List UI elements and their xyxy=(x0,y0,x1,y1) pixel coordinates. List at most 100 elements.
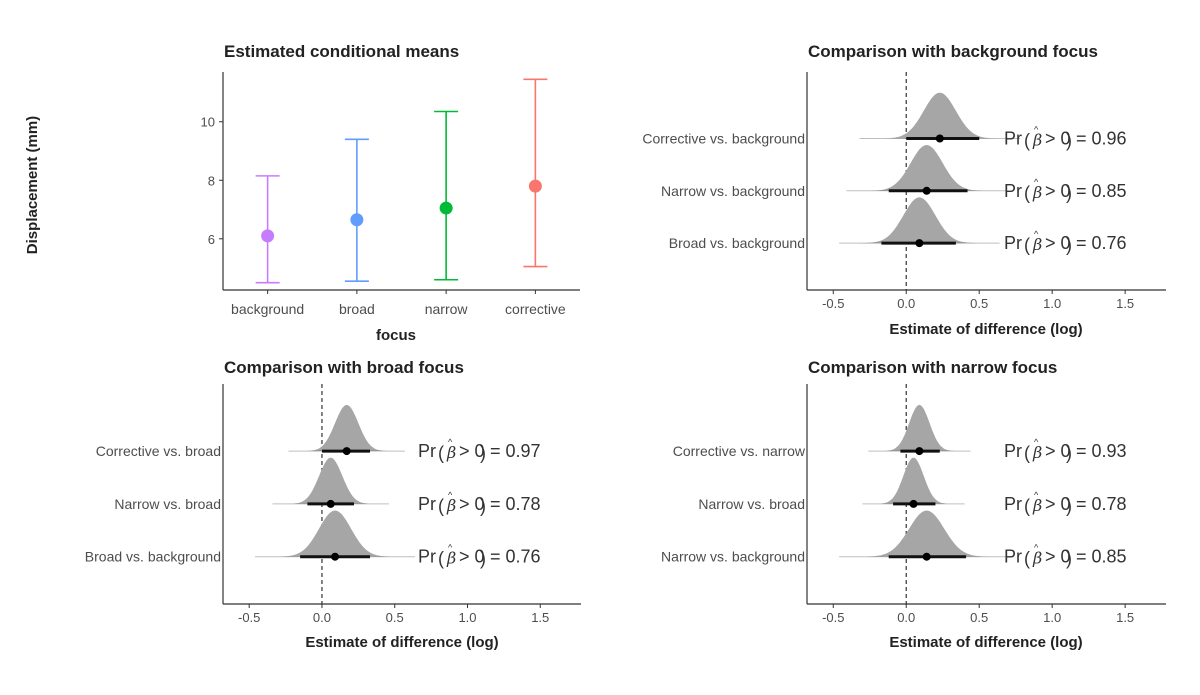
y-tick-label: 6 xyxy=(208,232,215,247)
row-label: Narrow vs. background xyxy=(661,549,805,565)
y-tick-label: 10 xyxy=(201,115,215,130)
beta-symbol: β xyxy=(1032,496,1042,515)
prob-value: = 0.97 xyxy=(490,441,541,461)
close-paren: ) xyxy=(1066,496,1072,516)
open-paren: ( xyxy=(438,496,444,516)
posterior-density xyxy=(861,197,978,244)
row-label: Corrective vs. narrow xyxy=(673,443,806,459)
x-tick-label: 0.5 xyxy=(970,296,988,311)
x-tick-label: 0.5 xyxy=(970,610,988,625)
panel-conditional-means: Estimated conditional means Displacement… xyxy=(24,42,580,344)
x-tick-label: -0.5 xyxy=(238,610,260,625)
open-paren: ( xyxy=(1024,549,1030,569)
y-tick-label: 8 xyxy=(208,173,215,188)
x-tick-label: 1.0 xyxy=(458,610,476,625)
x-tick-label: -0.5 xyxy=(822,610,844,625)
x-axis-label: Estimate of difference (log) xyxy=(889,634,1082,651)
point-estimate xyxy=(909,499,918,508)
open-paren: ( xyxy=(1024,130,1030,150)
prob-value: = 0.93 xyxy=(1076,441,1127,461)
panel-comparison-narrow: Comparison with narrow focus Estimate of… xyxy=(661,358,1166,651)
x-tick-label: 0.5 xyxy=(386,610,404,625)
prob-condition: > 0 xyxy=(459,547,485,567)
open-paren: ( xyxy=(438,443,444,463)
point-estimate xyxy=(915,447,924,456)
prob-value: = 0.85 xyxy=(1076,181,1127,201)
x-tick-label: 0.0 xyxy=(897,610,915,625)
posterior-density xyxy=(304,404,389,451)
close-paren: ) xyxy=(1066,549,1072,569)
prob-value: = 0.78 xyxy=(490,494,541,514)
mean-point xyxy=(439,201,453,215)
posterior-density xyxy=(882,404,957,451)
plot-area: 6 8 10 background broad narrow corrective xyxy=(201,72,580,317)
prob-condition: > 0 xyxy=(1045,233,1071,253)
beta-symbol: β xyxy=(1032,130,1042,149)
point-estimate xyxy=(915,239,924,248)
hat-symbol: ^ xyxy=(1034,437,1039,447)
prob-value: = 0.96 xyxy=(1076,128,1127,148)
point-estimate xyxy=(922,552,931,561)
prob-value: = 0.85 xyxy=(1076,547,1127,567)
plot-area: -0.5 0.0 0.5 1.0 1.5 Corrective vs. backgroun… xyxy=(642,72,1166,311)
x-tick-label: 0.0 xyxy=(897,296,915,311)
hat-symbol: ^ xyxy=(1034,229,1039,239)
prob-prefix: Pr xyxy=(1004,181,1022,201)
posterior-density xyxy=(876,457,951,504)
posterior-density xyxy=(288,457,373,504)
x-axis-label: Estimate of difference (log) xyxy=(305,634,498,651)
open-paren: ( xyxy=(1024,235,1030,255)
x-axis-label: Estimate of difference (log) xyxy=(889,321,1082,338)
posterior-density xyxy=(277,510,393,557)
prob-condition: > 0 xyxy=(1045,128,1071,148)
open-paren: ( xyxy=(1024,443,1030,463)
hat-symbol: ^ xyxy=(1034,490,1039,500)
point-estimate xyxy=(331,552,340,561)
x-axis-label: focus xyxy=(376,327,416,344)
panel-title: Estimated conditional means xyxy=(224,42,459,61)
prob-condition: > 0 xyxy=(1045,494,1071,514)
row-label: Narrow vs. background xyxy=(661,183,805,199)
row-label: Corrective vs. broad xyxy=(96,443,221,459)
x-tick-label: 1.5 xyxy=(531,610,549,625)
prob-condition: > 0 xyxy=(1045,441,1071,461)
hat-symbol: ^ xyxy=(448,543,453,553)
prob-prefix: Pr xyxy=(418,494,436,514)
x-tick-label: 1.5 xyxy=(1116,296,1134,311)
hat-symbol: ^ xyxy=(1034,177,1039,187)
prob-prefix: Pr xyxy=(1004,233,1022,253)
panel-title: Comparison with narrow focus xyxy=(808,358,1057,377)
hat-symbol: ^ xyxy=(448,490,453,500)
prob-prefix: Pr xyxy=(1004,547,1022,567)
x-tick-label: corrective xyxy=(505,301,566,317)
point-estimate xyxy=(922,186,931,195)
panel-comparison-broad: Comparison with broad focus Estimate of … xyxy=(85,358,581,651)
x-tick-label: -0.5 xyxy=(822,296,844,311)
y-axis-label: Displacement (mm) xyxy=(24,116,41,254)
prob-prefix: Pr xyxy=(418,547,436,567)
mean-point xyxy=(261,229,275,243)
prob-prefix: Pr xyxy=(1004,494,1022,514)
close-paren: ) xyxy=(480,443,486,463)
x-tick-label: 1.0 xyxy=(1043,610,1061,625)
point-estimate xyxy=(342,447,351,456)
x-tick-label: broad xyxy=(339,301,375,317)
posterior-density xyxy=(882,92,998,139)
x-tick-label: 0.0 xyxy=(313,610,331,625)
row-label: Narrow vs. broad xyxy=(114,496,221,512)
panel-title: Comparison with background focus xyxy=(808,42,1098,61)
row-label: Narrow vs. broad xyxy=(698,496,805,512)
beta-symbol: β xyxy=(1032,183,1042,202)
posterior-density xyxy=(863,510,990,557)
beta-symbol: β xyxy=(446,443,456,462)
x-tick-label: 1.5 xyxy=(1116,610,1134,625)
prob-condition: > 0 xyxy=(1045,181,1071,201)
mean-point xyxy=(350,213,364,227)
close-paren: ) xyxy=(1066,443,1072,463)
prob-prefix: Pr xyxy=(418,441,436,461)
x-tick-label: 1.0 xyxy=(1043,296,1061,311)
point-estimate xyxy=(935,134,944,143)
